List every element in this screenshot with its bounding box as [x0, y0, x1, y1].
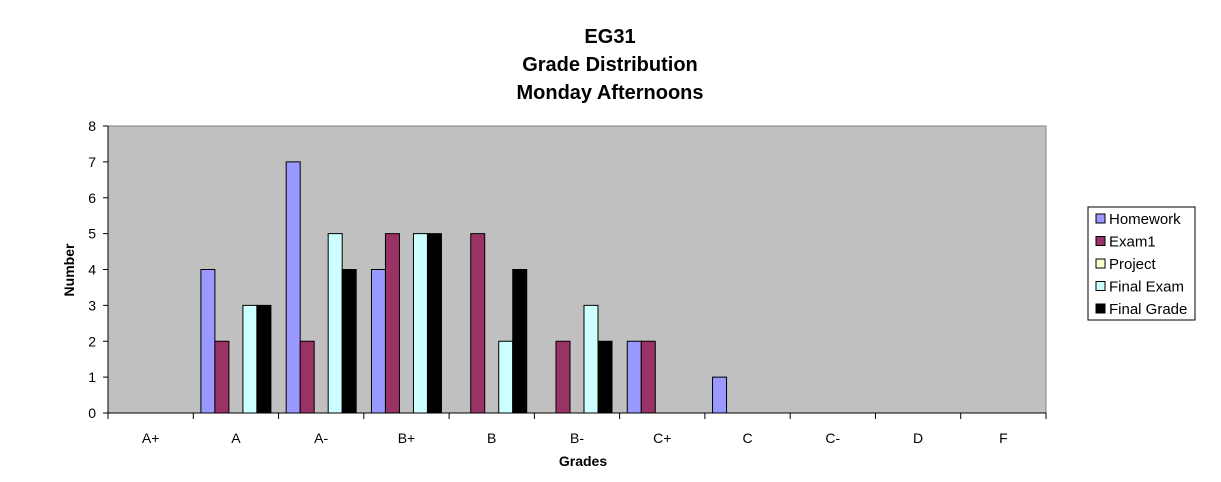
bar-exam1-A	[214, 340, 230, 414]
legend-box	[1087, 206, 1196, 321]
bar-final-exam-A	[242, 304, 258, 414]
y-tick-label: 1	[88, 369, 96, 385]
bar-final-exam-B+	[412, 233, 428, 414]
legend-swatch	[1095, 258, 1106, 269]
bar-final-grade-B+	[426, 233, 442, 414]
chart-title-line-3: Monday Afternoons	[516, 82, 703, 104]
bar-exam1-A-	[299, 340, 315, 414]
legend-swatch	[1095, 303, 1106, 314]
x-tick-label: A	[231, 430, 241, 446]
x-tick-label: C+	[653, 430, 671, 446]
y-tick-label: 8	[88, 118, 96, 134]
bar-final-grade-A	[256, 304, 272, 414]
legend-swatch	[1095, 236, 1106, 246]
bar-final-grade-A-	[341, 269, 357, 414]
x-tick-label: C	[742, 430, 752, 446]
y-tick-label: 2	[88, 333, 96, 349]
bar-exam1-B-	[555, 340, 571, 414]
bar-final-exam-B	[498, 340, 514, 414]
bar-exam1-B+	[384, 233, 400, 414]
axes-layer	[103, 125, 1047, 419]
legend-label: Exam1	[1109, 234, 1156, 251]
bar-exam1-B	[470, 233, 486, 414]
legend-label: Homework	[1109, 211, 1181, 228]
x-tick-label: C-	[825, 430, 840, 446]
y-tick-label: 5	[88, 226, 96, 242]
bar-final-grade-B-	[597, 340, 613, 414]
bar-homework-A-	[285, 161, 301, 414]
x-axis-label: Grades	[559, 453, 607, 469]
y-tick-label: 3	[88, 297, 96, 313]
legend-label: Final Exam	[1109, 279, 1184, 296]
legend-swatch	[1095, 213, 1106, 224]
y-tick-label: 0	[88, 405, 96, 421]
x-tick-label: B+	[398, 430, 416, 446]
x-tick-label: B-	[570, 430, 584, 446]
bar-exam1-C+	[640, 340, 656, 414]
bar-homework-C+	[626, 340, 642, 414]
bar-homework-B+	[370, 269, 386, 414]
chart-title-line-1: EG31	[584, 26, 635, 48]
chart-title-line-2: Grade Distribution	[522, 54, 698, 76]
bar-homework-C	[712, 376, 728, 414]
bar-final-exam-B-	[583, 304, 599, 414]
legend-label: Final Grade	[1109, 301, 1187, 318]
y-axis-label: Number	[61, 243, 77, 296]
tick-labels: 0 1 2 3 4 5 6 7 8 A+ A A- B+ B B- C+ C C- D F	[88, 118, 1007, 446]
x-tick-label: F	[999, 430, 1008, 446]
x-tick-label: D	[913, 430, 923, 446]
x-tick-label: A+	[142, 430, 160, 446]
x-tick-label: B	[487, 430, 496, 446]
bar-final-grade-B	[512, 269, 528, 414]
x-tick-label: A-	[314, 430, 328, 446]
legend-swatch	[1095, 281, 1106, 291]
bars-layer	[200, 161, 728, 414]
legend-label: Project	[1109, 256, 1157, 273]
bar-final-exam-A-	[327, 233, 343, 414]
y-tick-label: 6	[88, 190, 96, 206]
chart-title: EG31 Grade Distribution Monday Afternoon…	[516, 26, 703, 104]
legend: Homework Exam1 Project Final Exam Final Grad…	[1087, 206, 1196, 321]
bar-homework-A	[200, 269, 216, 414]
y-tick-label: 7	[88, 154, 96, 170]
y-tick-label: 4	[88, 262, 96, 278]
